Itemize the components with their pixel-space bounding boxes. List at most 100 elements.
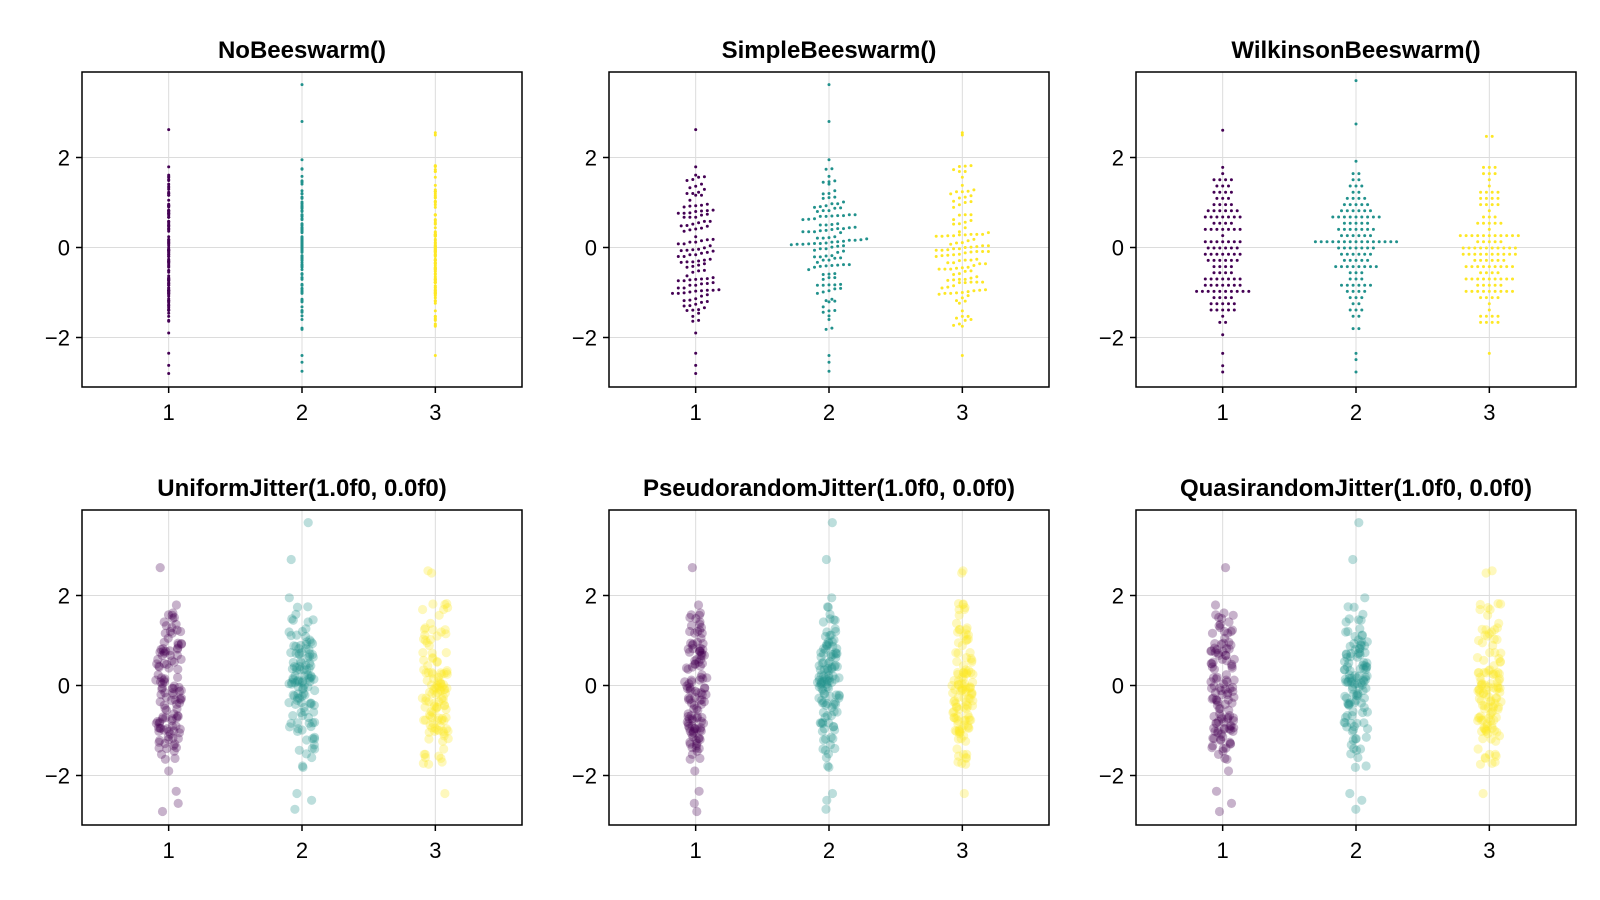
- data-point: [1475, 599, 1485, 610]
- data-point: [955, 241, 958, 245]
- data-point: [1221, 227, 1225, 231]
- data-point: [1487, 209, 1491, 213]
- data-point: [418, 604, 428, 615]
- data-point: [1213, 716, 1223, 727]
- data-point: [825, 657, 835, 667]
- data-point: [1225, 684, 1235, 694]
- data-point: [427, 648, 437, 658]
- data-point: [287, 677, 297, 688]
- data-point: [428, 653, 438, 664]
- data-point: [819, 644, 829, 654]
- data-point: [1220, 563, 1231, 573]
- data-point: [1499, 283, 1503, 287]
- data-point: [697, 628, 707, 638]
- data-point: [161, 705, 172, 715]
- data-point: [1224, 617, 1234, 627]
- data-point: [1221, 351, 1225, 355]
- data-point: [1482, 289, 1485, 293]
- data-point: [288, 657, 298, 668]
- data-point: [963, 630, 974, 640]
- data-point: [423, 661, 433, 671]
- data-point: [833, 272, 837, 276]
- data-point: [1221, 196, 1225, 200]
- data-point: [159, 700, 169, 710]
- data-point: [1221, 670, 1231, 680]
- data-point: [162, 743, 172, 754]
- data-point: [951, 698, 961, 709]
- data-point: [156, 689, 166, 700]
- data-point: [824, 676, 835, 686]
- data-point: [154, 737, 164, 747]
- data-point: [827, 518, 837, 528]
- data-point: [827, 174, 831, 178]
- data-point: [801, 230, 805, 234]
- data-point: [1487, 289, 1491, 293]
- data-point: [831, 626, 841, 637]
- data-point: [1479, 320, 1483, 324]
- data-point: [1362, 707, 1372, 717]
- data-point: [163, 633, 173, 643]
- data-point: [294, 644, 304, 654]
- data-point: [946, 285, 950, 289]
- data-point: [297, 761, 308, 771]
- data-point: [433, 281, 437, 285]
- data-point: [702, 175, 706, 179]
- data-point: [1211, 674, 1221, 684]
- data-point: [299, 702, 309, 713]
- data-point: [1340, 209, 1343, 213]
- data-point: [1355, 649, 1365, 660]
- data-point: [694, 227, 698, 231]
- data-point: [969, 232, 973, 236]
- data-point: [1483, 713, 1493, 724]
- data-point: [825, 691, 835, 701]
- data-point: [1479, 196, 1483, 200]
- data-point: [1209, 252, 1213, 256]
- data-point: [815, 291, 819, 295]
- data-point: [686, 638, 696, 648]
- data-point: [1206, 658, 1216, 669]
- data-point: [1218, 646, 1228, 656]
- y-tick-label: 0: [1112, 236, 1124, 261]
- data-point: [429, 698, 439, 709]
- data-point: [963, 723, 973, 733]
- data-point: [697, 318, 701, 322]
- data-point: [1358, 660, 1368, 670]
- data-point: [1224, 265, 1228, 269]
- data-point: [959, 631, 969, 641]
- data-point: [155, 647, 165, 657]
- data-point: [167, 331, 171, 335]
- data-point: [954, 729, 965, 739]
- data-point: [685, 612, 695, 623]
- data-point: [1238, 277, 1242, 281]
- data-point: [832, 644, 842, 654]
- data-point: [284, 627, 294, 637]
- data-point: [824, 673, 834, 683]
- data-point: [1499, 221, 1503, 225]
- data-point: [158, 644, 168, 654]
- data-point: [1475, 759, 1486, 769]
- data-point: [427, 568, 437, 578]
- data-point: [1347, 684, 1357, 694]
- data-point: [427, 667, 437, 678]
- data-point: [825, 630, 835, 641]
- data-point: [813, 248, 816, 252]
- data-point: [439, 700, 449, 710]
- data-point: [700, 282, 703, 286]
- data-point: [1480, 630, 1490, 640]
- data-point: [293, 682, 303, 692]
- data-point: [287, 614, 297, 624]
- data-point: [700, 213, 703, 217]
- data-point: [439, 669, 449, 679]
- data-point: [827, 318, 831, 321]
- data-point: [432, 725, 442, 735]
- data-point: [683, 711, 693, 722]
- data-point: [296, 657, 306, 667]
- data-point: [839, 231, 843, 235]
- data-point: [155, 717, 165, 727]
- data-point: [1475, 712, 1485, 723]
- data-point: [817, 684, 827, 694]
- data-point: [167, 282, 171, 285]
- data-point: [952, 168, 956, 172]
- data-point: [966, 265, 970, 269]
